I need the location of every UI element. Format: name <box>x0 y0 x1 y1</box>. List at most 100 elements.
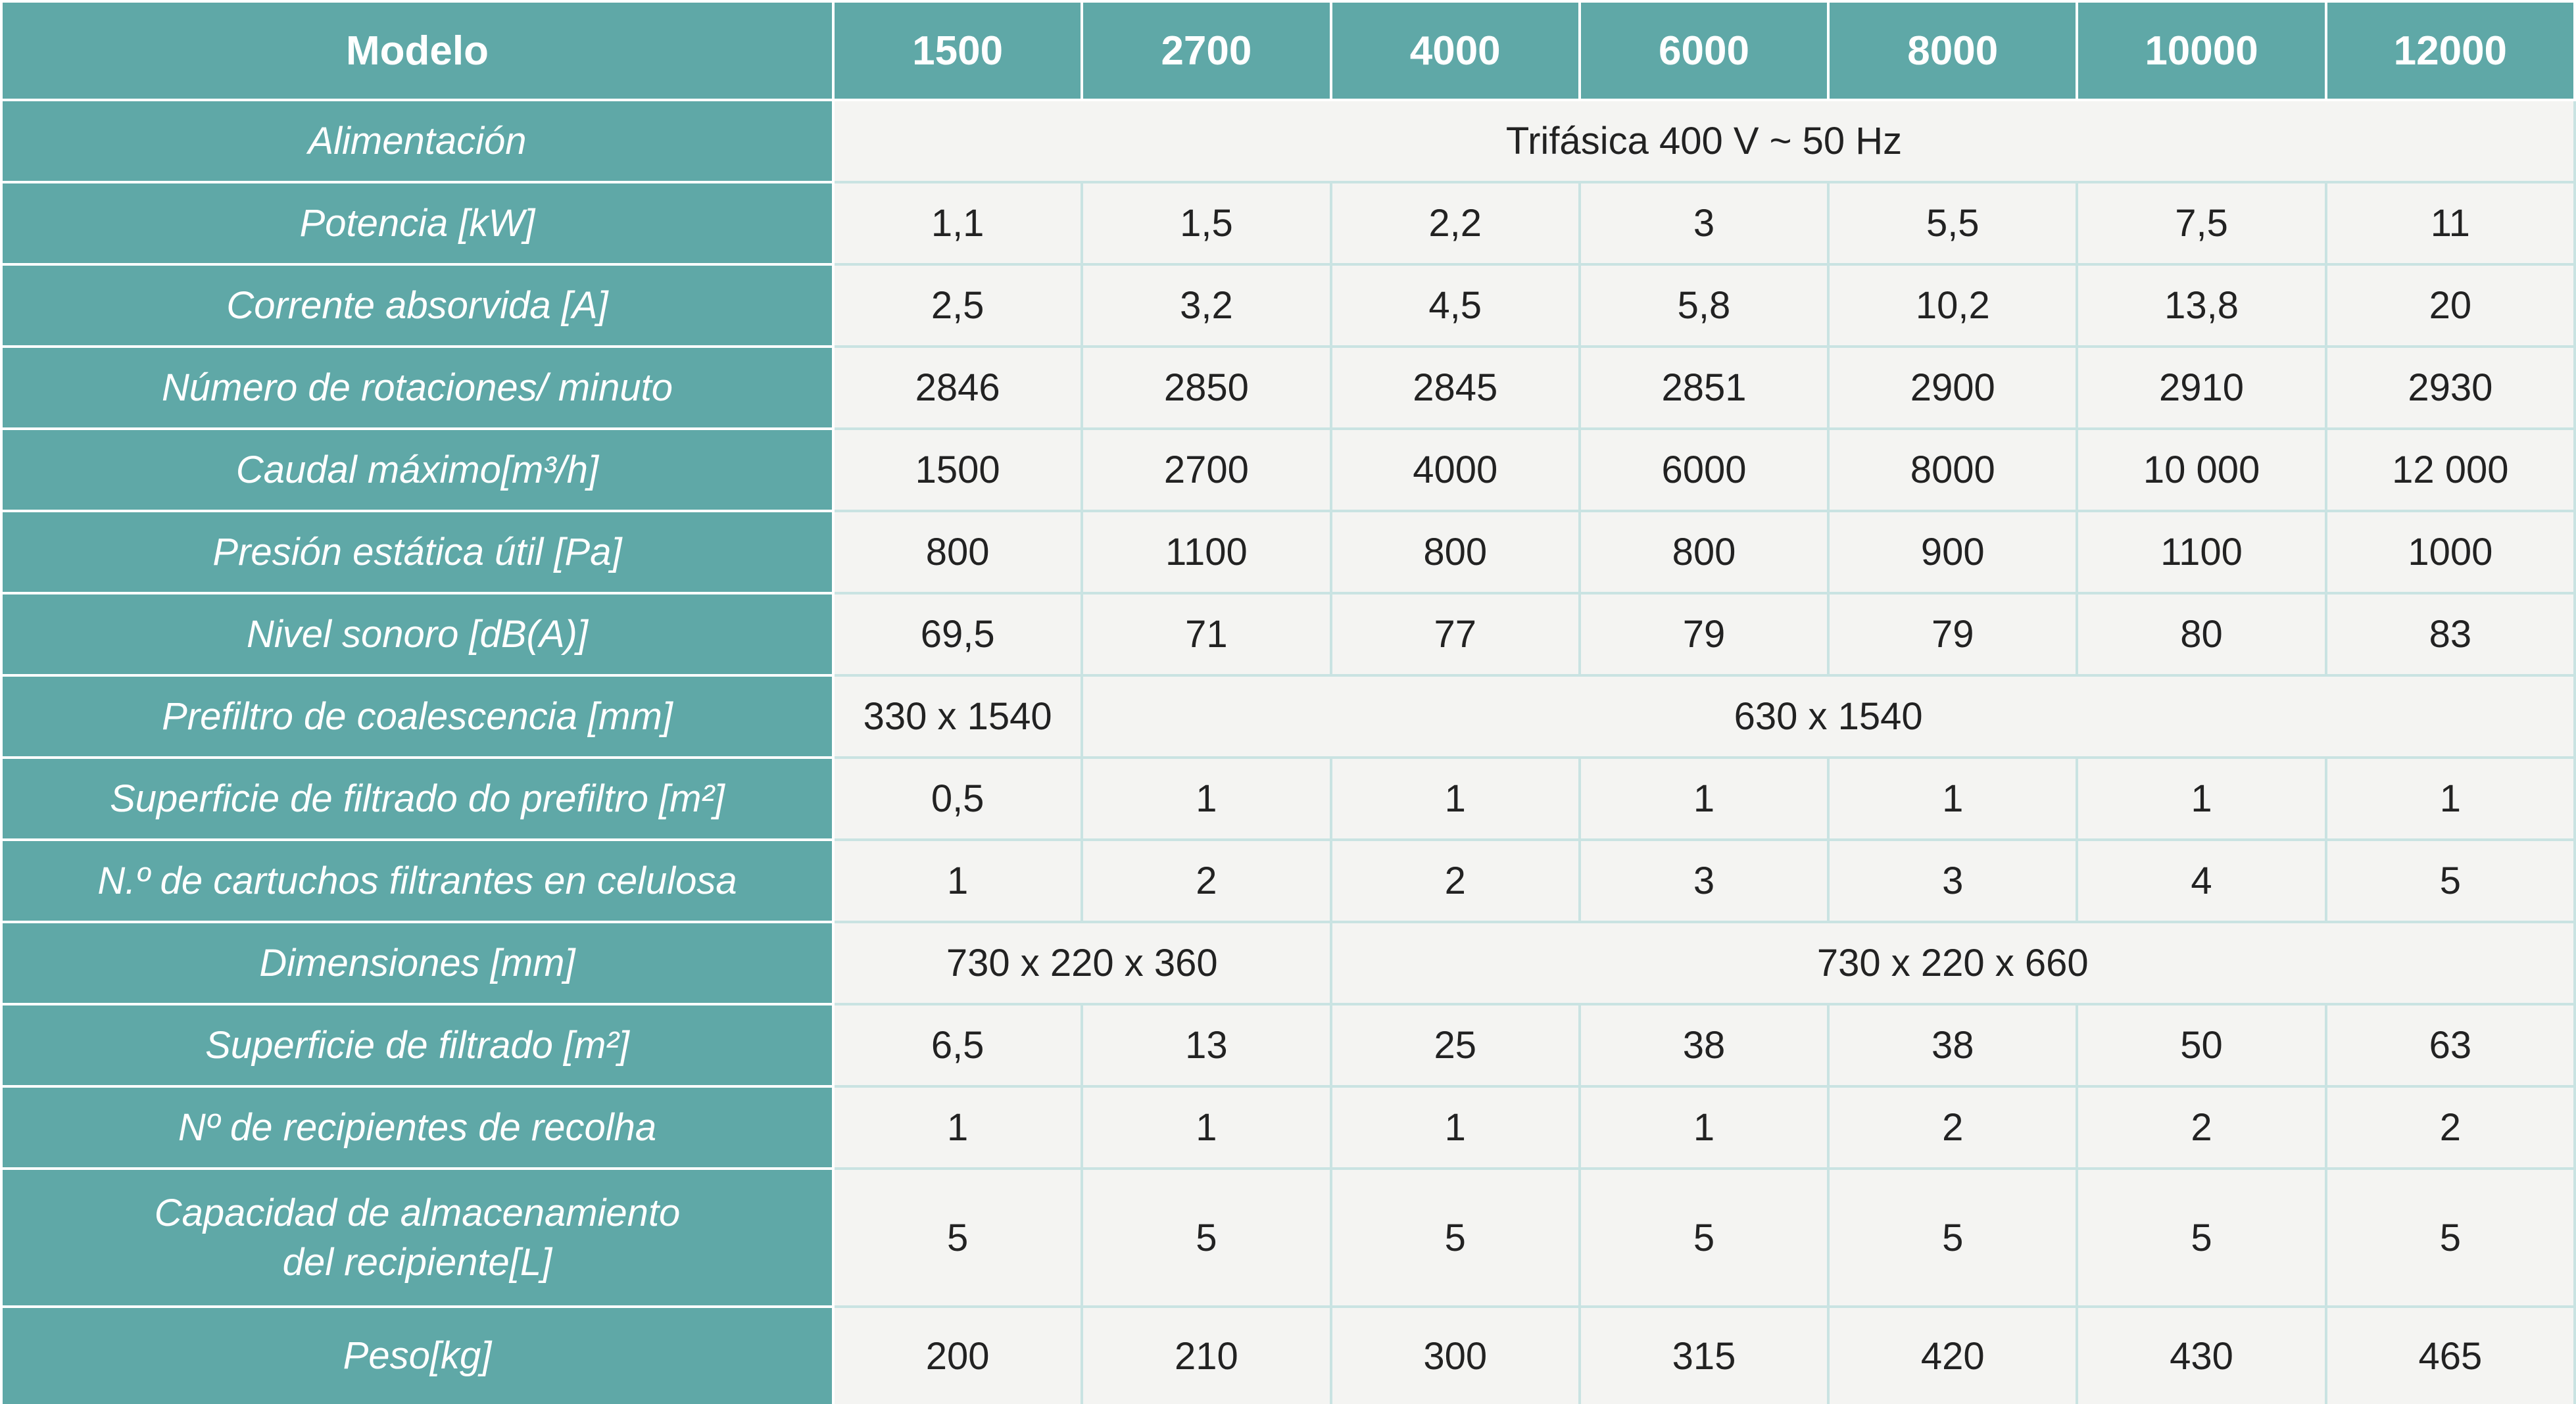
value-cell: 2 <box>1081 838 1332 923</box>
row-label-text: Potencia [kW] <box>299 201 535 245</box>
row-label-text: Nº de recipientes de recolha <box>178 1105 657 1149</box>
value-cell: 465 <box>2324 1305 2576 1404</box>
value-cell: Trifásica 400 V ~ 50 Hz <box>832 99 2576 183</box>
value-text: 5 <box>2439 859 2461 902</box>
value-cell: 5 <box>2324 838 2576 923</box>
value-cell: 6,5 <box>831 1003 1084 1088</box>
value-text: 5 <box>2191 1216 2212 1259</box>
header-cell: 2700 <box>1081 0 1332 101</box>
header-text: 2700 <box>1161 28 1252 74</box>
value-text: 200 <box>925 1334 990 1378</box>
row-label-text: Capacidad de almacenamiento del recipien… <box>154 1191 681 1284</box>
value-cell: 50 <box>2076 1003 2327 1088</box>
value-text: 7,5 <box>2175 202 2228 245</box>
value-text: 20 <box>2429 284 2472 327</box>
value-cell: 2910 <box>2076 345 2327 430</box>
header-text: 1500 <box>912 28 1004 74</box>
value-cell: 3 <box>1578 181 1830 266</box>
value-cell: 2 <box>2076 1085 2327 1170</box>
value-cell: 1 <box>831 1085 1084 1170</box>
value-cell: 69,5 <box>831 592 1084 677</box>
value-text: 2,5 <box>931 284 984 327</box>
value-text: 10,2 <box>1915 284 1990 327</box>
data-row: Nº de recipientes de recolha 1 1 1 1 2 2 2 <box>0 1085 2576 1170</box>
value-text: 10 000 <box>2143 448 2260 491</box>
value-cell: 7,5 <box>2076 181 2327 266</box>
value-cell: 3 <box>1827 838 2079 923</box>
value-text: 1 <box>1942 777 1964 820</box>
value-text: 2 <box>1942 1106 1964 1149</box>
value-cell: 5 <box>2324 1167 2576 1308</box>
header-cell: Modelo <box>0 0 835 101</box>
value-text: 5,5 <box>1926 202 1980 245</box>
value-text: 630 x 1540 <box>1734 695 1923 738</box>
value-text: 5 <box>1444 1216 1466 1259</box>
value-text: 11 <box>2430 202 2470 245</box>
value-text: 2850 <box>1163 366 1249 409</box>
data-row: N.º de cartuchos filtrantes en celulosa 1… <box>0 838 2576 923</box>
value-cell: 38 <box>1578 1003 1830 1088</box>
header-row: Modelo 1500 2700 4000 6000 8000 10000 12000 <box>0 0 2576 101</box>
value-text: 5,8 <box>1677 284 1731 327</box>
value-cell: 12 000 <box>2324 427 2576 512</box>
value-text: 1 <box>1196 777 1217 820</box>
value-cell: 1 <box>1329 1085 1581 1170</box>
value-text: 1100 <box>1165 531 1248 573</box>
value-cell: 1000 <box>2324 510 2576 594</box>
value-cell: 900 <box>1827 510 2079 594</box>
value-cell: 79 <box>1827 592 2079 677</box>
value-text: 5 <box>1942 1216 1964 1259</box>
row-label: Alimentación <box>0 99 835 183</box>
data-row: Potencia [kW] 1,1 1,5 2,2 3 5,5 7,5 11 <box>0 181 2576 266</box>
value-cell: 1100 <box>1081 510 1332 594</box>
header-cell: 4000 <box>1329 0 1581 101</box>
row-label: Dimensiones [mm] <box>0 921 835 1005</box>
row-label-text: Prefiltro de coalescencia [mm] <box>162 694 673 738</box>
value-cell: 20 <box>2324 263 2576 348</box>
value-cell: 10 000 <box>2076 427 2327 512</box>
value-text: 83 <box>2429 613 2472 656</box>
row-label-text: Presión estática útil [Pa] <box>212 530 622 573</box>
data-row: Corrente absorvida [A] 2,5 3,2 4,5 5,8 10,2 13… <box>0 263 2576 348</box>
value-cell: 25 <box>1329 1003 1581 1088</box>
value-cell: 77 <box>1329 592 1581 677</box>
value-cell: 800 <box>831 510 1084 594</box>
value-text: 5 <box>947 1216 969 1259</box>
row-label: Corrente absorvida [A] <box>0 263 835 348</box>
value-text: 4 <box>2191 859 2212 902</box>
row-label: Superficie de filtrado [m²] <box>0 1003 835 1088</box>
value-cell: 4000 <box>1329 427 1581 512</box>
value-text: 3 <box>1693 202 1715 245</box>
row-label-text: Corrente absorvida [A] <box>226 283 608 327</box>
value-text: 50 <box>2180 1024 2223 1067</box>
value-text: 3,2 <box>1180 284 1233 327</box>
value-cell: 330 x 1540 <box>831 674 1084 759</box>
value-text: 730 x 220 x 660 <box>1816 942 2089 984</box>
value-text: 730 x 220 x 360 <box>946 942 1218 984</box>
value-cell: 4 <box>2076 838 2327 923</box>
value-cell: 730 x 220 x 360 <box>832 921 1332 1005</box>
value-text: 1100 <box>2160 531 2243 573</box>
value-cell: 2850 <box>1081 345 1332 430</box>
value-text: 800 <box>925 531 990 573</box>
value-cell: 200 <box>831 1305 1084 1404</box>
value-cell: 38 <box>1827 1003 2079 1088</box>
value-text: 2,2 <box>1428 202 1482 245</box>
value-text: 25 <box>1434 1024 1476 1067</box>
value-cell: 1 <box>1081 1085 1332 1170</box>
value-text: 465 <box>2418 1334 2483 1378</box>
value-cell: 1100 <box>2076 510 2327 594</box>
data-row: Capacidad de almacenamiento del recipien… <box>0 1167 2576 1308</box>
value-cell: 80 <box>2076 592 2327 677</box>
value-cell: 5 <box>1578 1167 1830 1308</box>
value-text: 300 <box>1423 1334 1488 1378</box>
value-cell: 2 <box>1827 1085 2079 1170</box>
row-label: Número de rotaciones/ minuto <box>0 345 835 430</box>
value-cell: 420 <box>1827 1305 2079 1404</box>
value-cell: 430 <box>2076 1305 2327 1404</box>
header-cell: 1500 <box>831 0 1084 101</box>
value-text: 13,8 <box>2164 284 2239 327</box>
